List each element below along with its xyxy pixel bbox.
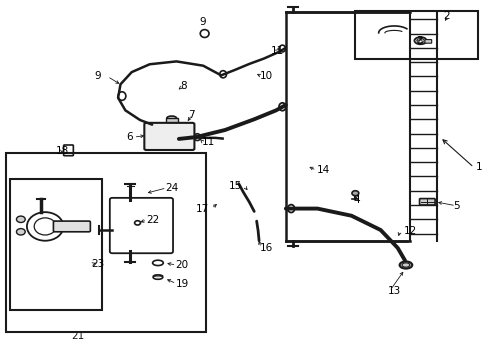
Text: 18: 18 [56,146,69,156]
Text: 22: 22 [146,215,159,225]
Bar [6,153,205,332]
Text: 16: 16 [259,243,272,253]
Text: 15: 15 [229,181,242,192]
Bar [165,118,177,122]
Text: 7: 7 [188,110,195,120]
Text: 19: 19 [175,279,188,289]
Text: 4: 4 [352,195,359,204]
Bar [355,11,477,59]
Text: 24: 24 [165,183,179,193]
Bar [10,179,102,310]
Text: 20: 20 [175,260,188,270]
Ellipse shape [17,229,25,235]
Text: 23: 23 [91,259,104,269]
Ellipse shape [166,116,176,120]
Text: 21: 21 [71,332,84,342]
Text: 9: 9 [200,17,206,27]
Text: 3: 3 [415,36,422,46]
Ellipse shape [351,191,358,196]
Text: 17: 17 [196,203,209,213]
Text: 11: 11 [271,46,284,56]
Text: 14: 14 [316,165,329,175]
Text: 2: 2 [442,12,448,21]
Text: 13: 13 [387,287,400,296]
Ellipse shape [17,216,25,222]
Text: 5: 5 [453,201,459,211]
Ellipse shape [399,261,411,269]
FancyBboxPatch shape [144,123,194,150]
Text: 11: 11 [201,137,215,147]
Text: 12: 12 [403,226,416,236]
Text: 1: 1 [474,162,481,172]
Text: 6: 6 [126,132,132,142]
FancyBboxPatch shape [424,40,431,43]
Text: 10: 10 [260,71,273,81]
FancyBboxPatch shape [419,199,434,205]
FancyBboxPatch shape [53,221,90,232]
Text: 8: 8 [180,81,186,91]
Text: 9: 9 [94,71,101,81]
